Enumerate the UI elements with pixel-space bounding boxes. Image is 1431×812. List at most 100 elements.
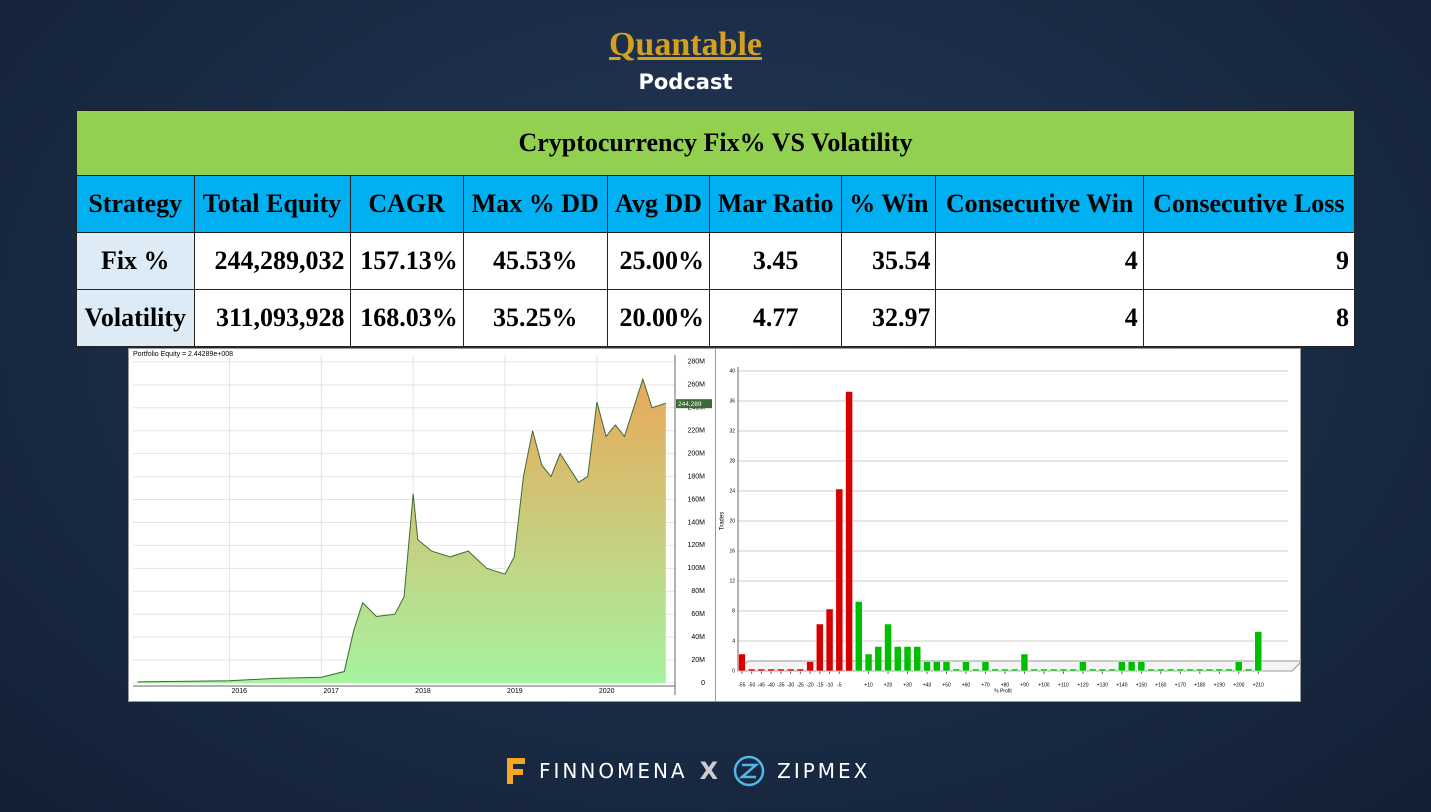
x-tick-label: 2020 [599, 688, 615, 695]
bar [1079, 661, 1087, 672]
bar [1030, 668, 1038, 672]
y-tick-label: 220M [687, 428, 705, 435]
separator: X [699, 757, 722, 785]
bar [1059, 668, 1068, 672]
annotation: 244,289 [678, 401, 702, 408]
bar [1254, 631, 1263, 672]
cell: 35.25% [462, 289, 608, 347]
cell: 25.00% [606, 232, 711, 290]
x-tick-label: +140 [1116, 682, 1127, 688]
x-tick-label: +130 [1097, 682, 1108, 688]
bar [1215, 668, 1224, 672]
cell: 35.54 [841, 232, 937, 290]
results-table: Cryptocurrency Fix% VS Volatility Strateg… [76, 110, 1356, 347]
cell: 4.77 [709, 289, 843, 347]
y-tick-label: 28 [729, 458, 735, 464]
title-row: Cryptocurrency Fix% VS Volatility [76, 110, 1355, 176]
bar [894, 646, 902, 672]
x-tick-label: +30 [903, 682, 912, 688]
cell: 45.53% [462, 232, 608, 290]
cell: 4 [935, 232, 1144, 290]
x-tick-label: +90 [1020, 682, 1029, 688]
equity-area [137, 379, 666, 683]
column-header: CAGR [349, 175, 464, 233]
bar [747, 668, 756, 672]
column-header: Total Equity [193, 175, 351, 233]
x-tick-label: 2018 [415, 688, 431, 695]
y-tick-label: 40M [691, 634, 705, 641]
y-tick-label: 0 [732, 668, 735, 674]
bar [991, 668, 999, 672]
x-tick-label: +60 [962, 682, 971, 688]
y-tick-label: 20 [729, 518, 735, 524]
cell: 168.03% [349, 289, 464, 347]
bar [1069, 668, 1077, 672]
y-tick-label: 32 [729, 428, 735, 434]
bar [1020, 653, 1029, 672]
footer: FINNOMENA X ZIPMEX [505, 754, 870, 788]
bar [816, 623, 824, 672]
x-tick-label: -15 [816, 682, 823, 688]
y-tick-label: 120M [687, 542, 705, 549]
bar [1196, 668, 1204, 672]
bar [1244, 668, 1253, 672]
brand-right: ZIPMEX [777, 759, 871, 783]
bar [845, 391, 853, 672]
x-tick-label: -35 [777, 682, 784, 688]
bar [981, 661, 990, 672]
x-tick-label: +150 [1136, 682, 1147, 688]
x-tick-label: +50 [942, 682, 951, 688]
bar [1176, 668, 1185, 672]
y-tick-label: 16 [729, 548, 735, 554]
cell: Volatility [76, 289, 195, 347]
bar [1186, 668, 1194, 672]
bar [874, 646, 883, 672]
bar [835, 488, 844, 672]
bar [767, 668, 775, 672]
y-tick-label: 36 [729, 398, 735, 404]
y-tick-label: 80M [691, 588, 705, 595]
bar [1001, 668, 1009, 672]
cell: 157.13% [349, 232, 464, 290]
column-header: Consecutive Loss [1142, 175, 1356, 233]
column-header: Mar Ratio [709, 175, 843, 233]
bar [1137, 661, 1146, 672]
bar [952, 668, 960, 672]
bar [971, 668, 980, 672]
x-tick-label: +70 [981, 682, 990, 688]
x-tick-label: -10 [826, 682, 833, 688]
bar [1040, 668, 1048, 672]
y-tick-label: 0 [701, 680, 705, 687]
x-tick-label: +110 [1058, 682, 1069, 688]
bar [1166, 668, 1175, 672]
bar [1098, 668, 1107, 672]
data-row: Fix % 244,289,032 157.13% 45.53% 25.00% 3.45 3… [76, 232, 1356, 290]
header-row: Strategy Total Equity CAGR Max % DD Avg DD Ma… [76, 175, 1356, 233]
x-tick-label: +120 [1077, 682, 1088, 688]
bar [903, 646, 912, 672]
bar [786, 668, 795, 672]
bar [962, 661, 970, 672]
y-tick-label: 4 [732, 638, 735, 644]
bar [855, 601, 863, 672]
bar [864, 653, 873, 672]
y-axis-label: Trades [720, 512, 726, 530]
y-tick-label: 200M [687, 450, 705, 457]
y-tick-label: 60M [691, 611, 705, 618]
y-tick-label: 280M [687, 359, 705, 366]
x-tick-label: +170 [1175, 682, 1186, 688]
x-tick-label: 2019 [507, 688, 523, 695]
y-tick-label: 8 [732, 608, 735, 614]
zipmex-logo [733, 755, 765, 787]
x-tick-label: +80 [1001, 682, 1010, 688]
bar [796, 668, 805, 672]
column-header: Strategy [76, 175, 195, 233]
y-tick-label: 180M [687, 473, 705, 480]
x-tick-label: -20 [806, 682, 813, 688]
y-tick-label: 260M [687, 382, 705, 389]
y-tick-label: 100M [687, 565, 705, 572]
x-tick-label: +10 [864, 682, 873, 688]
x-tick-label: +190 [1214, 682, 1225, 688]
x-tick-label: +100 [1038, 682, 1049, 688]
